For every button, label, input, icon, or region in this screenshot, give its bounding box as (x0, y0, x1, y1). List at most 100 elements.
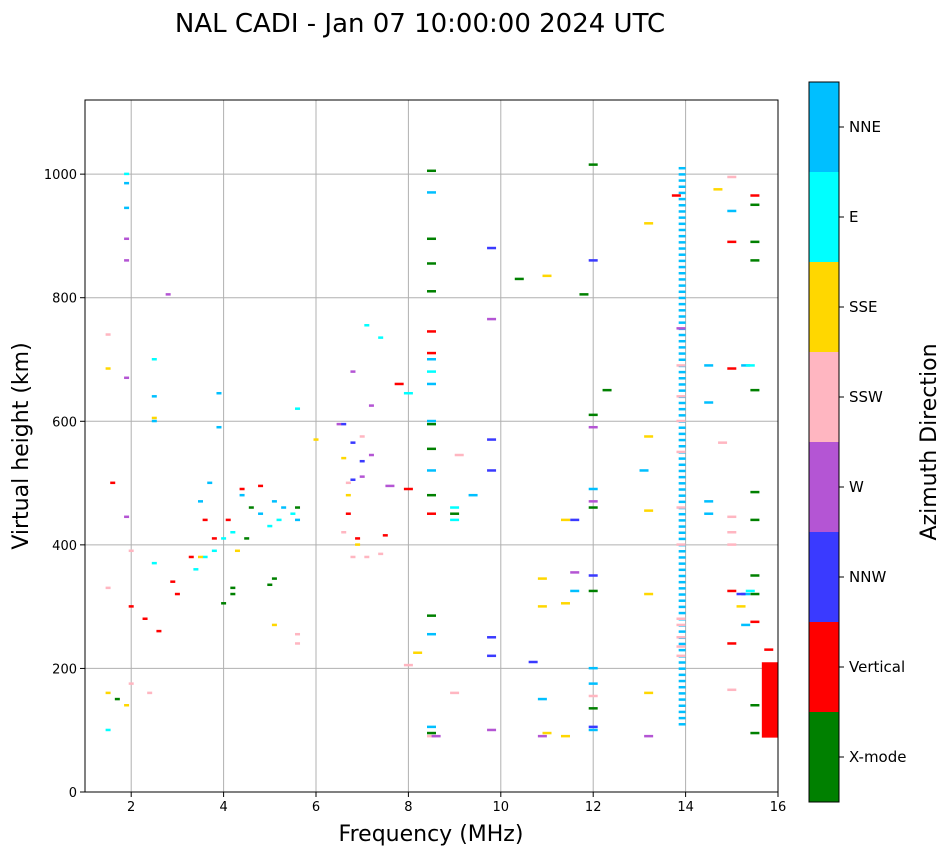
data-point (676, 617, 686, 620)
data-bar (678, 580, 686, 584)
data-bar (761, 662, 778, 738)
data-point (588, 728, 598, 732)
data-bar (678, 556, 686, 559)
data-bar (678, 253, 686, 256)
data-point (639, 469, 649, 472)
data-point (704, 500, 714, 503)
colorbar-swatch (809, 442, 839, 532)
data-point (727, 515, 737, 519)
data-point (671, 194, 681, 197)
data-bar (678, 475, 686, 479)
data-point (450, 506, 460, 509)
data-point (676, 654, 686, 658)
data-point (198, 555, 203, 559)
data-point (341, 531, 347, 534)
data-point (427, 358, 436, 361)
data-bar (678, 648, 686, 652)
data-point (403, 663, 413, 667)
colorbar-swatch (809, 532, 839, 622)
data-bar (678, 692, 686, 695)
data-point (736, 605, 746, 608)
data-point (267, 583, 273, 587)
data-bar (678, 525, 686, 528)
data-point (487, 438, 497, 441)
data-bar (678, 321, 686, 324)
data-bar (678, 611, 686, 615)
data-point (368, 453, 374, 457)
data-point (427, 469, 436, 472)
data-point (676, 327, 686, 330)
data-point (151, 416, 157, 420)
data-point (676, 395, 686, 398)
x-axis-label: Frequency (MHz) (339, 822, 524, 847)
data-point (570, 589, 580, 593)
y-tick-label: 800 (52, 292, 77, 307)
data-bar (678, 296, 686, 300)
data-point (750, 388, 760, 392)
data-point (427, 419, 436, 423)
data-point (350, 478, 356, 481)
azimuth-colorbar: X-mode Vertical NNW W SSW SSE E NNE (808, 81, 906, 803)
data-bar (678, 426, 686, 429)
data-point (750, 490, 760, 494)
data-point (588, 574, 598, 577)
data-point (727, 688, 737, 692)
data-point (427, 731, 436, 735)
data-point (142, 617, 148, 620)
data-point (727, 531, 737, 534)
data-bar (678, 216, 686, 219)
data-point (588, 666, 598, 670)
data-point (427, 330, 436, 333)
data-point (487, 654, 497, 658)
data-point (225, 518, 231, 522)
data-point (764, 648, 774, 651)
data-bar (678, 333, 686, 337)
data-bar (678, 463, 686, 467)
data-bar (678, 599, 686, 602)
y-tick-label: 0 (69, 786, 77, 801)
data-point (537, 697, 547, 701)
data-point (156, 629, 162, 633)
data-point (704, 512, 714, 515)
colorbar-swatch (809, 262, 839, 352)
data-point (267, 524, 273, 528)
data-point (450, 518, 460, 522)
data-bar (678, 272, 686, 275)
data-point (105, 691, 111, 695)
data-point (378, 552, 384, 556)
data-point (230, 586, 236, 590)
data-point (336, 422, 342, 426)
data-point (750, 620, 760, 624)
data-point (427, 290, 436, 293)
data-point (258, 484, 264, 488)
data-bar (678, 432, 686, 436)
data-point (704, 401, 714, 404)
data-point (271, 623, 277, 627)
data-point (676, 450, 686, 454)
colorbar-tick-label: SSE (849, 298, 878, 316)
data-point (427, 191, 436, 194)
data-bar (678, 457, 686, 460)
data-point (258, 512, 264, 515)
data-point (234, 549, 240, 553)
data-bar (678, 222, 686, 226)
data-point (244, 537, 250, 540)
data-point (202, 518, 208, 522)
data-bar (678, 568, 686, 572)
data-point (570, 518, 580, 522)
data-bar (678, 407, 686, 411)
data-point (676, 506, 686, 509)
data-point (468, 493, 478, 497)
data-point (290, 512, 296, 515)
data-bar (678, 445, 686, 448)
data-point (427, 632, 436, 636)
data-point (295, 632, 301, 636)
data-point (676, 364, 686, 367)
data-point (750, 731, 760, 735)
data-point (427, 447, 436, 451)
data-point (644, 509, 654, 512)
data-bar (678, 228, 686, 232)
data-point (394, 382, 404, 386)
data-point (736, 592, 746, 596)
data-point (147, 691, 153, 695)
